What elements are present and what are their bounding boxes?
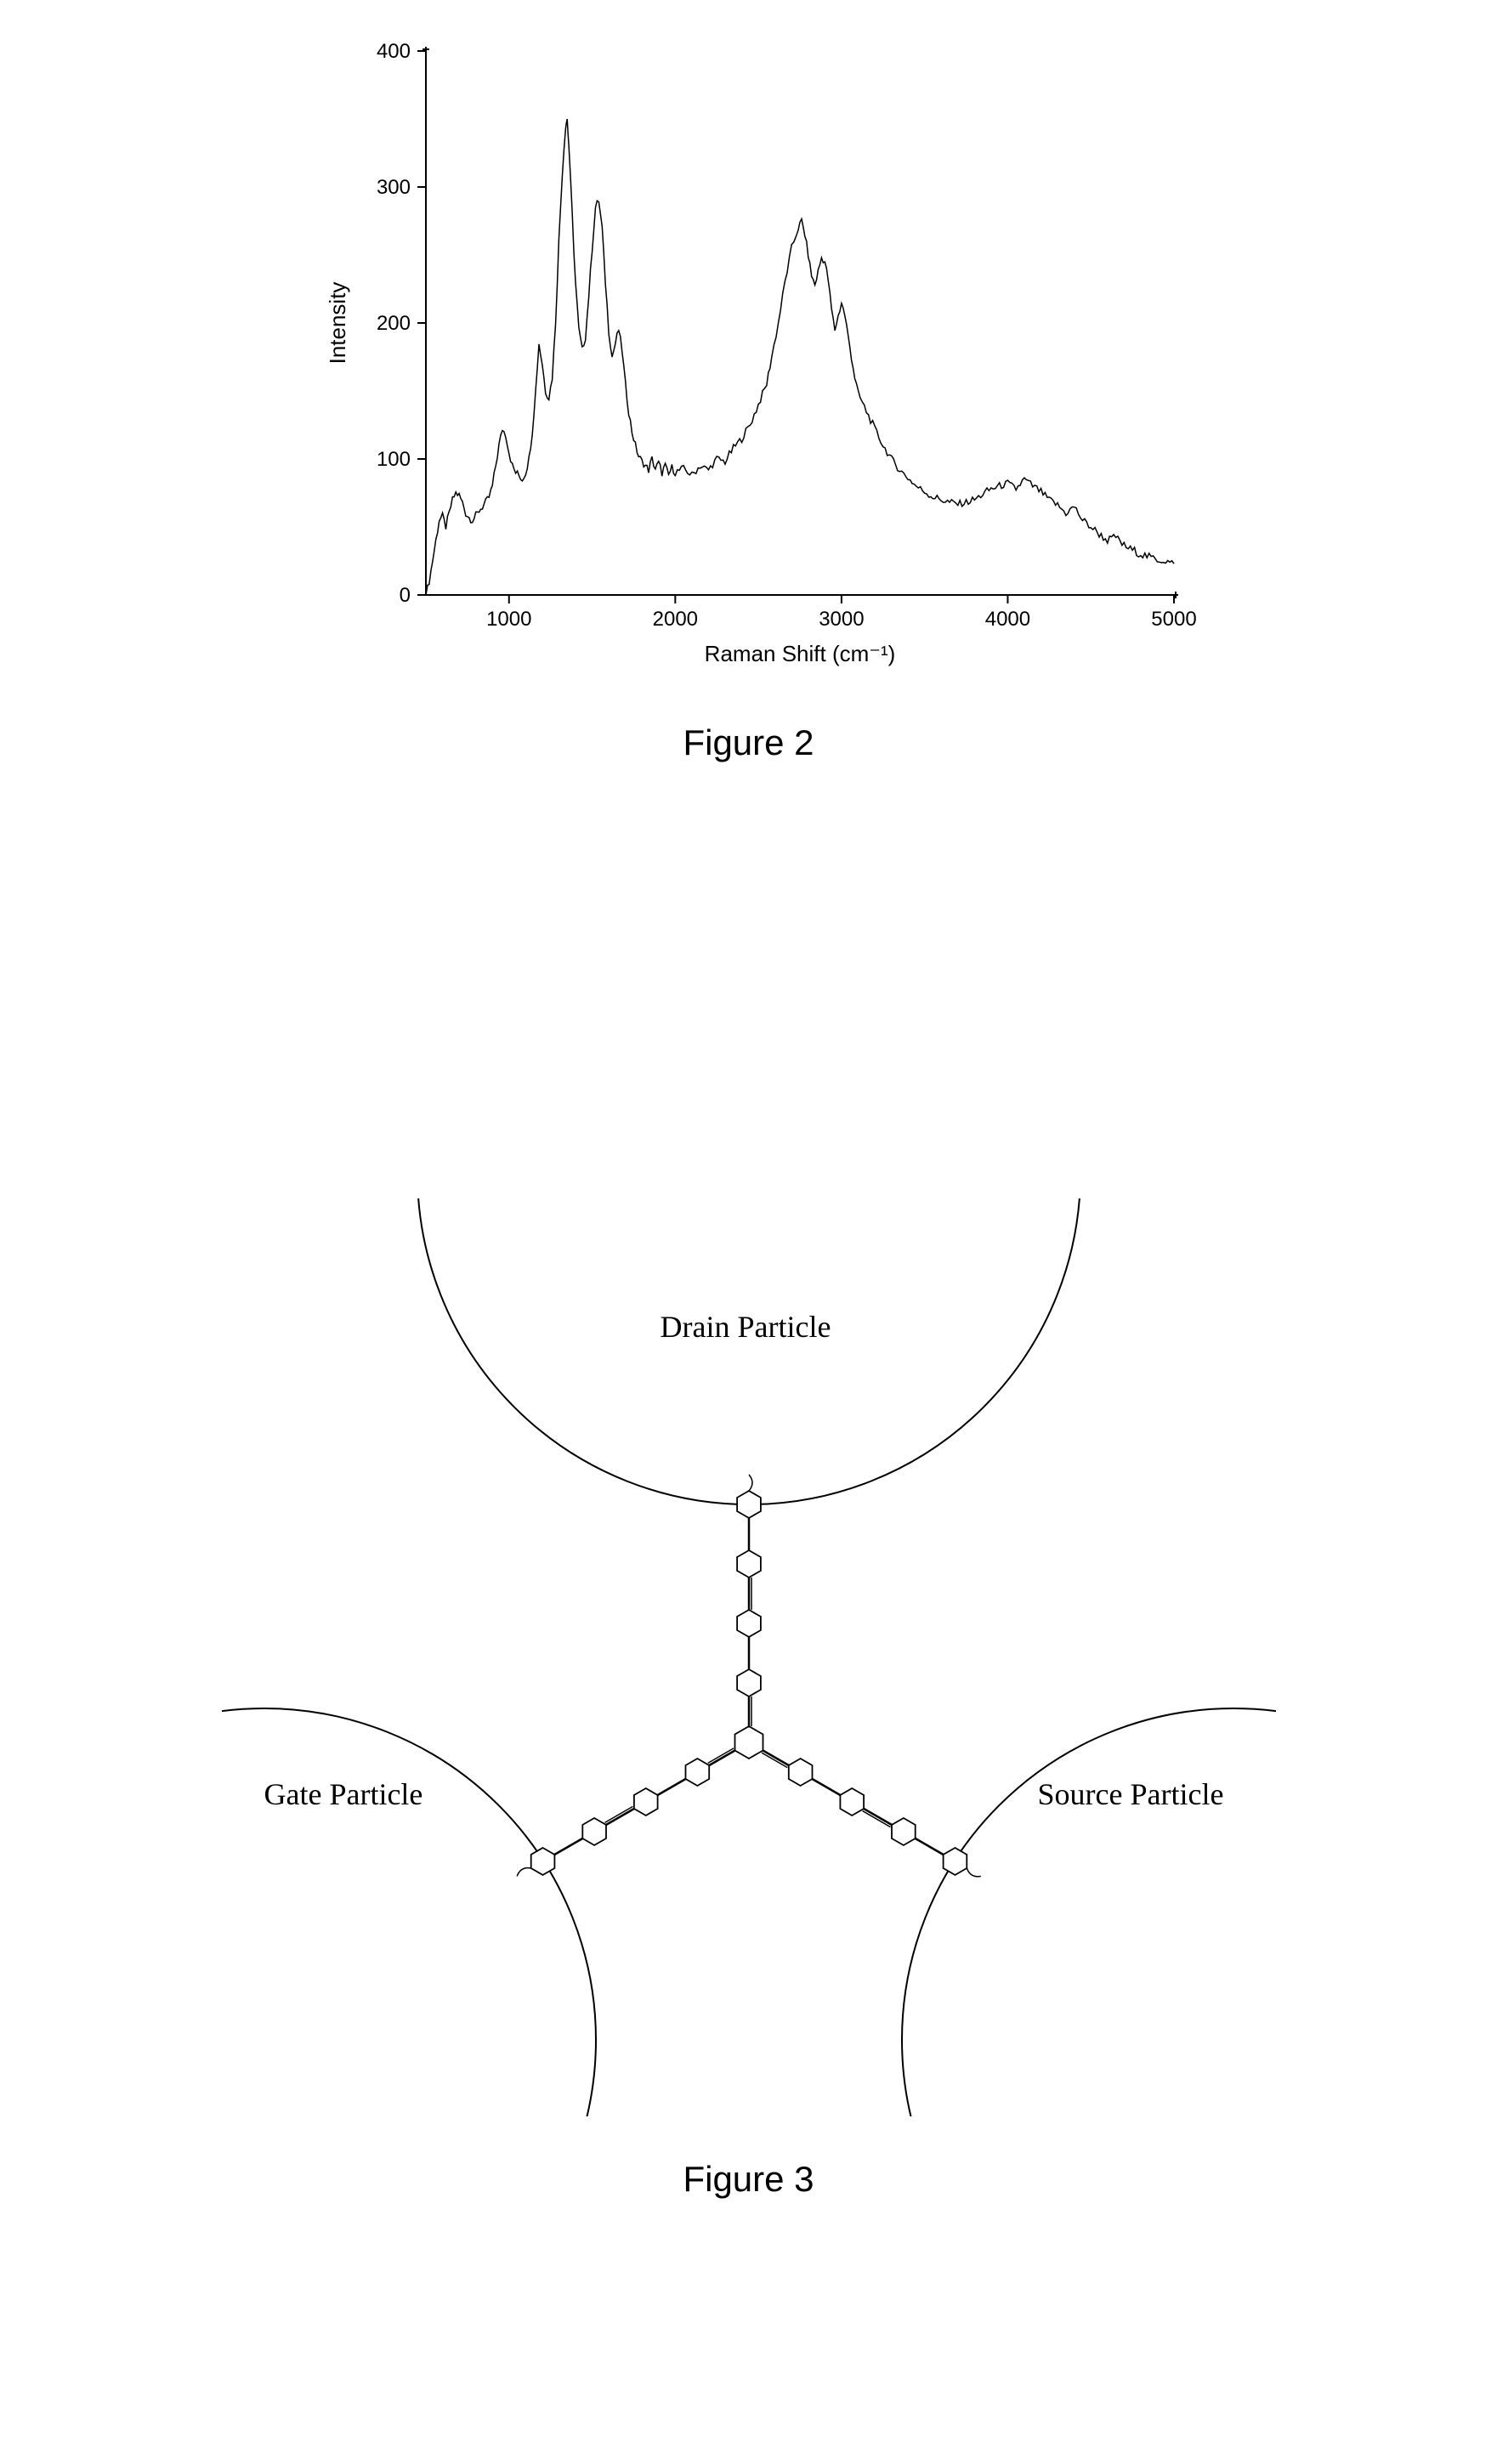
figure-3-caption: Figure 3	[222, 2159, 1276, 2200]
figure-3: Drain Particle Gate Particle Source Part…	[222, 1198, 1276, 2200]
chart-svg: 0 100 200 300 400 1000 2000 3000 4000 5000 Intensi…	[281, 17, 1216, 680]
svg-text:300: 300	[376, 176, 410, 199]
svg-text:400: 400	[376, 40, 410, 63]
particle-diagram: Drain Particle Gate Particle Source Part…	[222, 1198, 1276, 2116]
svg-text:100: 100	[376, 448, 410, 471]
svg-text:4000: 4000	[984, 608, 1029, 631]
drain-particle-label: Drain Particle	[661, 1309, 831, 1345]
svg-text:1000: 1000	[486, 608, 531, 631]
source-particle-label: Source Particle	[1038, 1776, 1224, 1812]
raman-chart: 0 100 200 300 400 1000 2000 3000 4000 5000 Intensi…	[281, 17, 1216, 680]
svg-text:2000: 2000	[652, 608, 697, 631]
figure-2: 0 100 200 300 400 1000 2000 3000 4000 5000 Intensi…	[281, 17, 1216, 763]
svg-text:200: 200	[376, 312, 410, 335]
figure-2-caption: Figure 2	[281, 722, 1216, 763]
svg-text:Raman Shift (cm⁻¹): Raman Shift (cm⁻¹)	[704, 641, 895, 666]
svg-text:0: 0	[399, 584, 410, 607]
gate-particle-label: Gate Particle	[264, 1776, 423, 1812]
svg-text:3000: 3000	[819, 608, 864, 631]
svg-text:Intensity: Intensity	[325, 282, 350, 365]
svg-text:5000: 5000	[1151, 608, 1196, 631]
